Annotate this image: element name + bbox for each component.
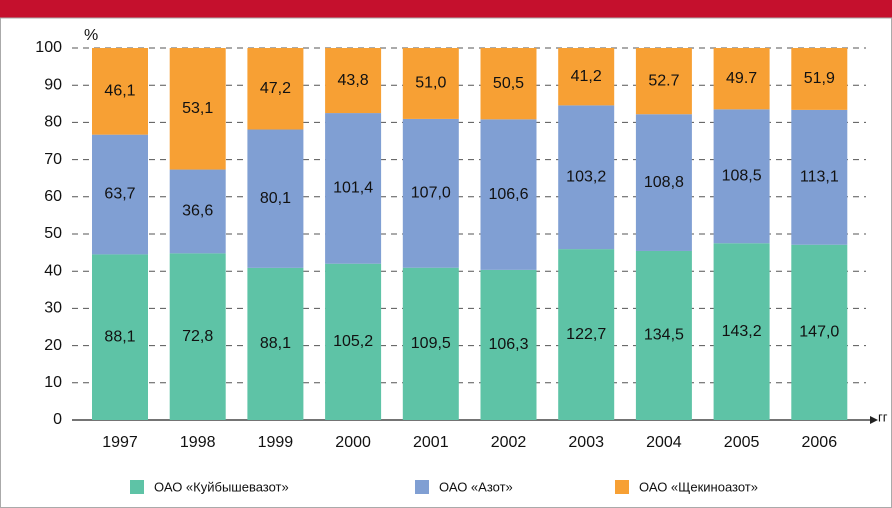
bar-segment — [402, 48, 459, 119]
y-tick-label: 10 — [44, 374, 62, 391]
y-unit: % — [84, 27, 98, 44]
bar-segment — [713, 243, 770, 420]
value-label: 143,2 — [722, 323, 762, 340]
value-label: 80,1 — [260, 190, 291, 207]
value-label: 134,5 — [644, 327, 684, 344]
legend-label: ОАО «Куйбышевазот» — [154, 479, 289, 494]
y-tick-label: 70 — [44, 151, 62, 168]
bar-segment — [791, 109, 848, 245]
bar-segment — [169, 48, 226, 170]
y-tick-label: 100 — [35, 39, 62, 56]
value-label: 106,3 — [488, 336, 528, 353]
value-label: 107,0 — [411, 185, 451, 202]
legend-swatch — [130, 480, 144, 494]
value-label: 88,1 — [104, 328, 135, 345]
value-label: 103,2 — [566, 168, 606, 185]
bar-segment — [247, 129, 304, 268]
value-label: 63,7 — [104, 186, 135, 203]
x-tick-label: 2001 — [413, 434, 449, 451]
bar-segment — [713, 48, 770, 110]
value-label: 52.7 — [648, 72, 679, 89]
bar-segment — [92, 134, 148, 255]
value-label: 51,0 — [415, 75, 446, 92]
bar-segment — [480, 119, 537, 270]
x-tick-label: 2005 — [724, 434, 760, 451]
legend-label: ОАО «Азот» — [439, 479, 513, 494]
value-label: 43,8 — [338, 72, 369, 89]
legend-swatch — [415, 480, 429, 494]
bar-segment — [558, 105, 615, 250]
bar-segment — [247, 48, 304, 130]
x-tick-label: 2003 — [568, 434, 604, 451]
x-tick-label: 2000 — [335, 434, 371, 451]
value-label: 101,4 — [333, 180, 373, 197]
bar-segment — [402, 267, 459, 420]
value-label: 88,1 — [260, 335, 291, 352]
value-label: 147,0 — [799, 324, 839, 341]
legend-swatch — [615, 480, 629, 494]
bar-segment — [480, 48, 537, 120]
bar-segment — [635, 250, 692, 420]
x-tick-label: 1998 — [180, 434, 216, 451]
y-tick-label: 30 — [44, 300, 62, 317]
value-label: 109,5 — [411, 335, 451, 352]
value-label: 50,5 — [493, 75, 524, 92]
x-tick-label: 1999 — [258, 434, 294, 451]
value-label: 122,7 — [566, 326, 606, 343]
bar-segment — [558, 249, 615, 420]
bar-segment — [169, 169, 226, 254]
y-tick-label: 80 — [44, 114, 62, 131]
x-unit: гг — [878, 409, 888, 424]
y-tick-label: 90 — [44, 76, 62, 93]
y-tick-label: 60 — [44, 188, 62, 205]
value-label: 41,2 — [571, 68, 602, 85]
value-label: 49.7 — [726, 70, 757, 87]
bar-segment — [558, 48, 615, 106]
bar-segment — [791, 48, 848, 110]
x-axis-arrow — [870, 416, 878, 424]
bar-segment — [92, 254, 148, 420]
legend-label: ОАО «Щекиноазот» — [639, 479, 758, 494]
value-label: 106,6 — [488, 186, 528, 203]
bar-segment — [402, 118, 459, 268]
value-label: 47,2 — [260, 80, 291, 97]
x-tick-label: 2004 — [646, 434, 682, 451]
x-tick-label: 2002 — [491, 434, 527, 451]
value-label: 113,1 — [800, 169, 839, 186]
bar-segment — [169, 253, 226, 420]
y-tick-label: 50 — [44, 225, 62, 242]
y-tick-label: 0 — [53, 411, 62, 428]
value-label: 46,1 — [104, 83, 135, 100]
y-tick-label: 40 — [44, 262, 62, 279]
bar-segment — [247, 267, 304, 420]
bar-segment — [325, 113, 382, 264]
value-label: 51,9 — [804, 70, 835, 87]
bar-segment — [480, 269, 537, 420]
bar-segment — [325, 48, 382, 114]
bar-segment — [325, 263, 382, 420]
y-tick-label: 20 — [44, 337, 62, 354]
top-band — [0, 0, 892, 18]
x-tick-label: 1997 — [102, 434, 138, 451]
value-label: 108,5 — [722, 168, 762, 185]
bar-segment — [92, 48, 148, 135]
value-label: 105,2 — [333, 333, 373, 350]
bar-segment — [635, 48, 692, 115]
value-label: 53,1 — [182, 100, 213, 117]
x-tick-label: 2006 — [802, 434, 838, 451]
value-label: 108,8 — [644, 174, 684, 191]
value-label: 36,6 — [182, 203, 213, 220]
bar-segment — [791, 244, 848, 420]
value-label: 72,8 — [182, 328, 213, 345]
bar-segment — [713, 109, 770, 244]
bar-segment — [635, 114, 692, 251]
